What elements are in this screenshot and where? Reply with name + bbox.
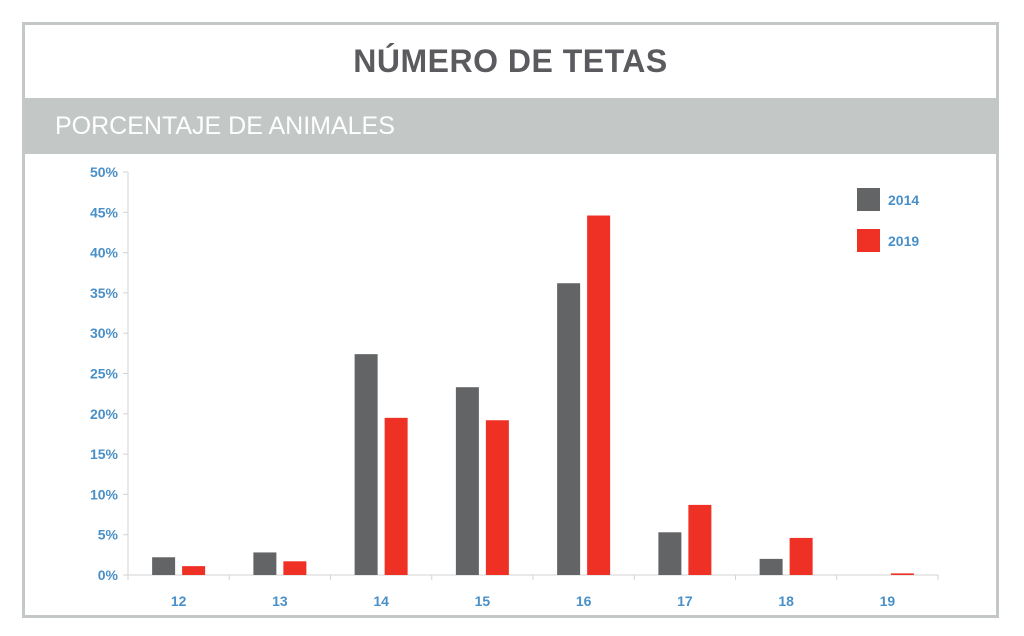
x-tick-label: 14 <box>373 593 389 609</box>
legend-label-2014: 2014 <box>888 192 919 208</box>
bar-2019-18 <box>789 537 813 575</box>
x-tick-label: 17 <box>677 593 693 609</box>
x-tick-label: 12 <box>171 593 187 609</box>
y-tick-label: 10% <box>90 486 119 502</box>
legend-swatch-2014 <box>857 188 880 211</box>
bar-2019-17 <box>688 504 712 575</box>
y-tick-label: 25% <box>90 366 119 382</box>
y-tick-label: 45% <box>90 204 119 220</box>
x-tick-label: 18 <box>778 593 794 609</box>
legend-swatch-2019 <box>857 229 880 252</box>
legend-label-2019: 2019 <box>888 233 919 249</box>
x-tick-label: 13 <box>272 593 288 609</box>
chart-frame: NÚMERO DE TETAS PORCENTAJE DE ANIMALES <box>22 22 999 618</box>
bar-2014-13 <box>253 552 277 575</box>
y-tick-label: 40% <box>90 245 119 261</box>
bar-2019-12 <box>182 566 206 575</box>
bar-2014-15 <box>455 387 479 575</box>
y-tick-label: 50% <box>90 164 119 180</box>
bar-2014-12 <box>152 557 176 575</box>
bar-2019-16 <box>587 215 611 576</box>
y-tick-label: 35% <box>90 285 119 301</box>
y-tick-label: 20% <box>90 406 119 422</box>
y-tick-label: 5% <box>98 527 119 543</box>
x-tick-label: 15 <box>475 593 491 609</box>
y-tick-label: 15% <box>90 446 119 462</box>
bar-2019-14 <box>384 417 408 575</box>
x-tick-label: 19 <box>880 593 896 609</box>
bar-2014-17 <box>658 532 682 575</box>
y-tick-label: 0% <box>98 567 119 583</box>
bar-2019-19 <box>890 573 914 575</box>
bar-2014-18 <box>759 558 783 575</box>
bar-2014-16 <box>557 283 581 575</box>
y-tick-label: 30% <box>90 325 119 341</box>
subtitle-text: PORCENTAJE DE ANIMALES <box>55 111 395 140</box>
chart-title: NÚMERO DE TETAS <box>353 42 668 79</box>
bar-2019-13 <box>283 561 307 575</box>
chart-subtitle: PORCENTAJE DE ANIMALES <box>25 98 996 154</box>
bar-2019-15 <box>485 420 509 575</box>
bar-2014-14 <box>354 354 378 575</box>
x-tick-label: 16 <box>576 593 592 609</box>
